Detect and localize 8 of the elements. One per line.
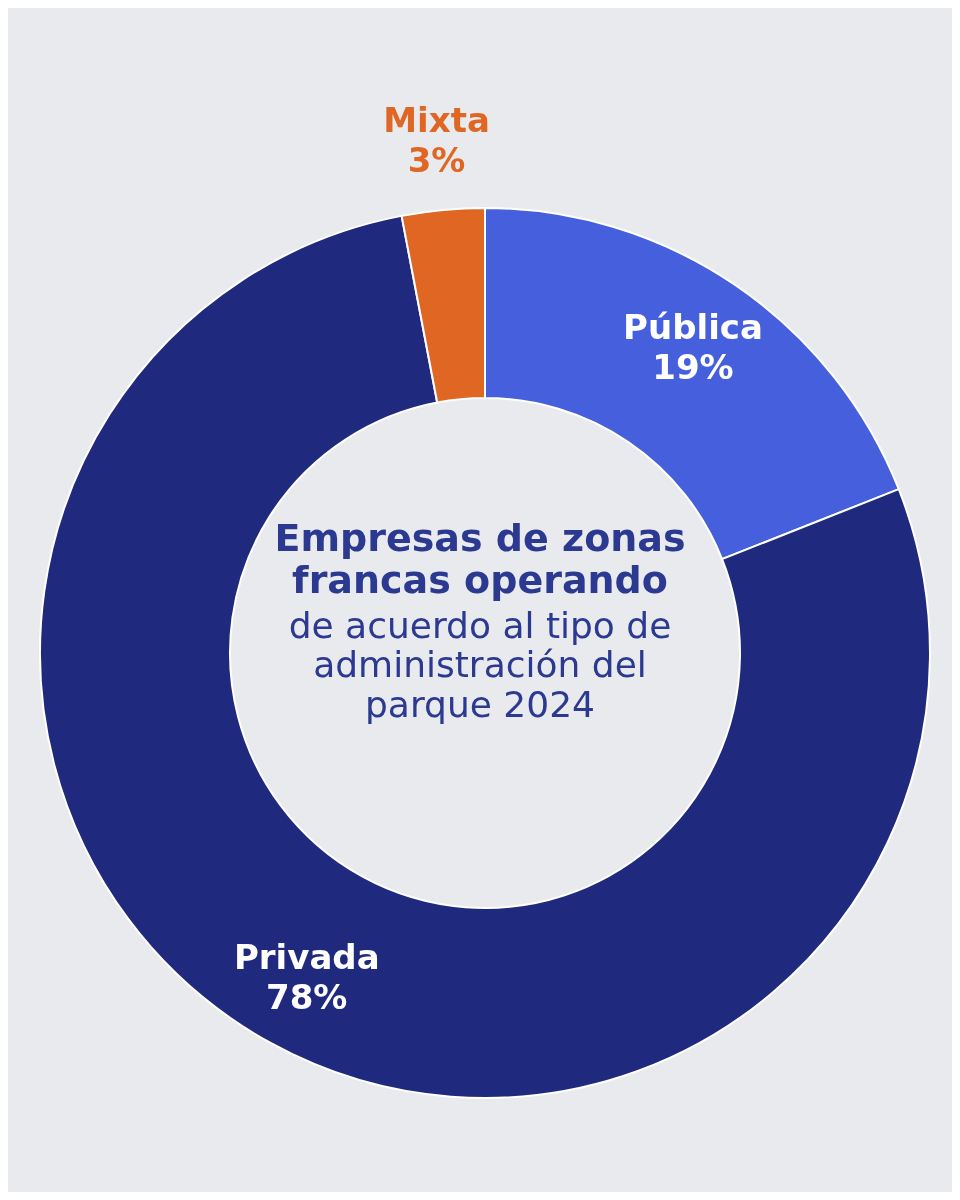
data-label: 19% bbox=[652, 346, 734, 387]
text: Empresas de zonas francas operando bbox=[273, 516, 687, 602]
slice-label: Mixta bbox=[383, 100, 490, 141]
data-label: 3% bbox=[407, 140, 466, 181]
slice-label: Pública bbox=[623, 306, 763, 347]
text: de acuerdo al tipo de administración del parque 2024 bbox=[287, 604, 673, 725]
slice-label: Privada bbox=[233, 937, 380, 978]
data-label: 78% bbox=[266, 977, 348, 1018]
